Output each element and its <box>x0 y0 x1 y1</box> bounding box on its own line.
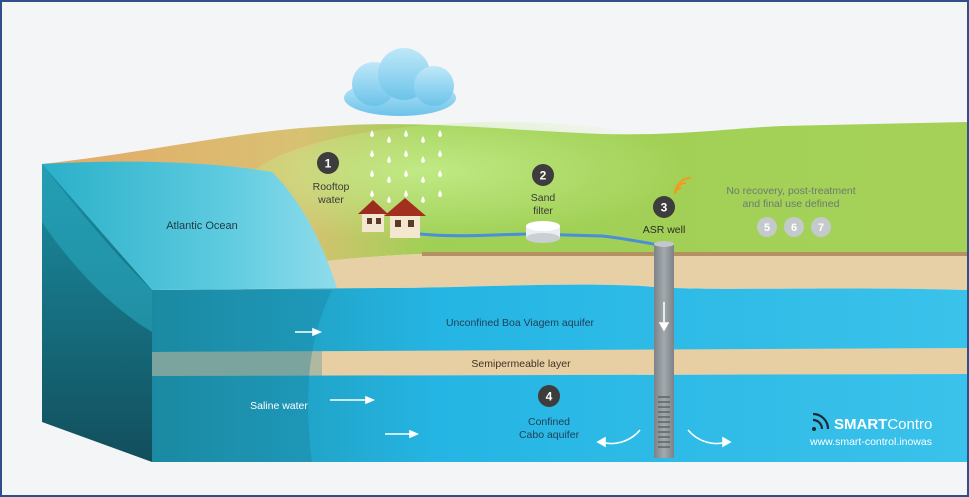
label-confined-line2: Cabo aquifer <box>519 429 580 441</box>
label-sand-line2: filter <box>533 205 553 217</box>
sand-layer-top <box>242 254 967 290</box>
sand-filter-icon <box>526 221 560 243</box>
step-3-number: 3 <box>661 201 668 215</box>
semipermeable-layer-body <box>152 348 967 376</box>
step-5-number: 5 <box>764 222 770 234</box>
step-2-number: 2 <box>540 169 547 183</box>
label-semipermeable-layer: Semipermeable layer <box>471 358 571 370</box>
brand-smart: SMART <box>834 416 887 433</box>
semipermeable-shade <box>152 351 322 376</box>
smartcontrol-logo-icon <box>812 412 830 431</box>
label-asr-well: ASR well <box>643 224 686 236</box>
label-sand-line1: Sand <box>531 192 556 204</box>
brand-control: Contro <box>887 416 932 433</box>
label-rooftop-line1: Rooftop <box>313 181 350 193</box>
asr-well <box>654 241 674 458</box>
step-badge-2: 2 <box>532 164 554 186</box>
label-unconfined-aquifer: Unconfined Boa Viagem aquifer <box>446 317 595 329</box>
step-1-number: 1 <box>325 157 332 171</box>
label-no-recovery-line1: No recovery, post-treatment <box>726 185 855 197</box>
step-badge-5: 5 <box>757 217 777 237</box>
brand-url: www.smart-control.inowas <box>809 436 932 448</box>
step-badge-3: 3 <box>653 196 675 218</box>
unconfined-aquifer-body <box>152 284 967 352</box>
step-badge-6: 6 <box>784 217 804 237</box>
block-front-light <box>42 164 152 332</box>
step-7-number: 7 <box>818 222 824 234</box>
rain-icon <box>370 130 442 203</box>
label-no-recovery-line2: and final use defined <box>743 198 840 210</box>
flow-arrow-icon <box>295 327 732 448</box>
wifi-signal-icon <box>674 177 692 195</box>
confined-aquifer-body <box>152 374 967 462</box>
step-4-number: 4 <box>546 390 553 404</box>
label-atlantic-ocean: Atlantic Ocean <box>166 220 238 232</box>
house-icon <box>358 198 426 238</box>
brand-wordmark: SMARTContro <box>834 416 932 433</box>
step-badge-1: 1 <box>317 152 339 174</box>
label-confined-line1: Confined <box>528 416 570 428</box>
step-badge-7: 7 <box>811 217 831 237</box>
label-rooftop-line2: water <box>317 194 344 206</box>
step-6-number: 6 <box>791 222 797 234</box>
label-saline-water: Saline water <box>250 400 308 412</box>
well-flow-arrow <box>658 302 670 332</box>
saline-intrusion <box>152 290 332 462</box>
step-badge-4: 4 <box>538 385 560 407</box>
cloud-icon <box>344 48 456 116</box>
